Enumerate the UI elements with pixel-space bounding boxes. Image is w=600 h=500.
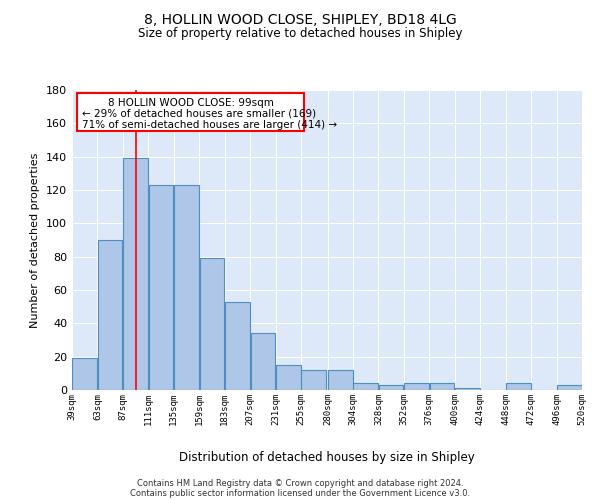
Bar [124, 158, 148, 390]
Bar [557, 385, 581, 390]
Bar [353, 384, 378, 390]
Bar [149, 185, 173, 390]
Bar [328, 370, 353, 390]
Text: ← 29% of detached houses are smaller (169): ← 29% of detached houses are smaller (16… [82, 109, 316, 119]
FancyBboxPatch shape [77, 93, 304, 130]
Text: Contains HM Land Registry data © Crown copyright and database right 2024.: Contains HM Land Registry data © Crown c… [137, 478, 463, 488]
Bar [430, 384, 454, 390]
Bar [174, 185, 199, 390]
Bar [200, 258, 224, 390]
Bar [225, 302, 250, 390]
Bar [379, 385, 403, 390]
Bar [404, 384, 429, 390]
Text: 71% of semi-detached houses are larger (414) →: 71% of semi-detached houses are larger (… [82, 120, 337, 130]
Bar [98, 240, 122, 390]
Text: 8 HOLLIN WOOD CLOSE: 99sqm: 8 HOLLIN WOOD CLOSE: 99sqm [107, 98, 274, 108]
Bar [301, 370, 326, 390]
Text: Size of property relative to detached houses in Shipley: Size of property relative to detached ho… [138, 28, 462, 40]
Text: Contains public sector information licensed under the Government Licence v3.0.: Contains public sector information licen… [130, 488, 470, 498]
Bar [251, 334, 275, 390]
Y-axis label: Number of detached properties: Number of detached properties [31, 152, 40, 328]
Text: Distribution of detached houses by size in Shipley: Distribution of detached houses by size … [179, 451, 475, 464]
Bar [455, 388, 480, 390]
Text: 8, HOLLIN WOOD CLOSE, SHIPLEY, BD18 4LG: 8, HOLLIN WOOD CLOSE, SHIPLEY, BD18 4LG [143, 12, 457, 26]
Bar [276, 365, 301, 390]
Bar [506, 384, 530, 390]
Bar [73, 358, 97, 390]
